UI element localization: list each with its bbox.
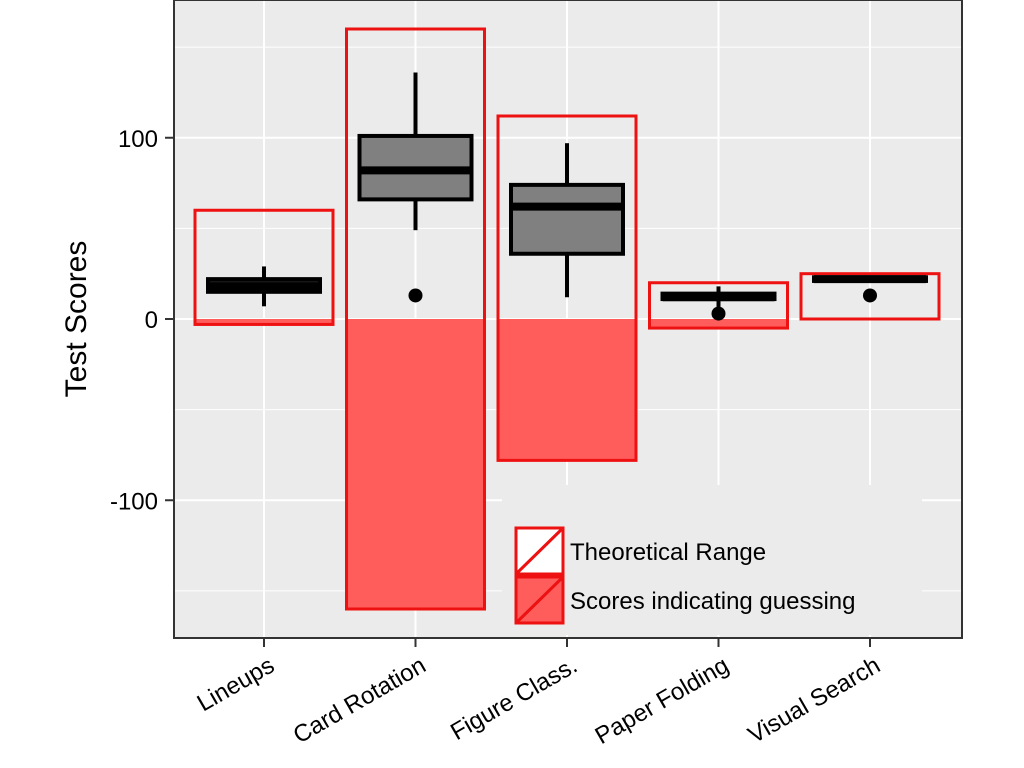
y-axis-title: Test Scores <box>60 241 93 398</box>
theoretical-range-visual-search <box>799 272 941 321</box>
y-axis: -100 0 100 <box>110 126 174 515</box>
guessing-region-card-rotation <box>346 319 485 609</box>
x-tick-label-paper-folding: Paper Folding <box>591 652 734 750</box>
x-tick-label-lineups: Lineups <box>193 652 279 717</box>
theoretical-range-card-rotation <box>345 27 486 611</box>
outlier-point-visual-search <box>863 288 877 303</box>
theoretical-range-paper-folding <box>648 281 789 330</box>
x-tick-label-card-rotation: Card Rotation <box>289 652 431 749</box>
x-tick-label-visual-search: Visual Search <box>744 652 885 749</box>
theoretical-ranges <box>193 27 941 611</box>
x-tick-label-figure-class: Figure Class. <box>446 652 582 746</box>
legend-label-guessing: Scores indicating guessing <box>570 588 856 615</box>
legend-background <box>502 485 922 635</box>
outlier-point-paper-folding <box>711 306 726 321</box>
legend: Theoretical Range Scores indicating gues… <box>502 485 922 635</box>
guessing-regions <box>195 319 788 609</box>
legend-key-guessing-slash <box>514 575 565 625</box>
guessing-region-lineups <box>195 319 333 325</box>
legend-key-theoretical-range-slash <box>514 526 565 576</box>
y-tick-label: 100 <box>118 126 158 153</box>
x-axis: Lineups Card Rotation Figure Class. Paper F… <box>193 638 885 750</box>
outlier-point-card-rotation <box>408 288 423 303</box>
guessing-region-paper-folding <box>649 319 788 329</box>
legend-item-guessing: Scores indicating guessing <box>514 575 856 625</box>
legend-item-theoretical-range: Theoretical Range <box>514 526 766 576</box>
y-tick-label: 0 <box>145 307 158 334</box>
boxes <box>206 72 928 309</box>
y-tick-label: -100 <box>110 488 158 515</box>
box-figure-class <box>509 182 625 256</box>
theoretical-range-lineups <box>193 208 335 326</box>
guessing-region-figure-class <box>498 319 636 461</box>
legend-label-theoretical-range: Theoretical Range <box>570 539 766 566</box>
outliers <box>408 288 877 321</box>
theoretical-range-figure-class <box>496 114 638 462</box>
